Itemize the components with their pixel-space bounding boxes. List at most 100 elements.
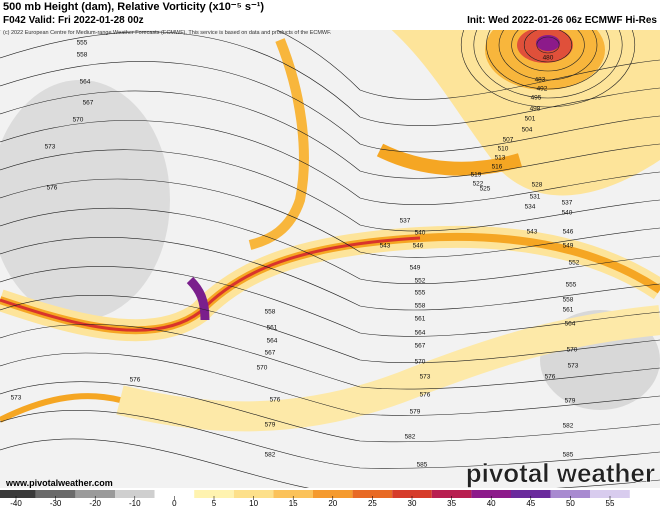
contour-label: 567 bbox=[83, 100, 94, 107]
colorbar-segment bbox=[75, 490, 115, 498]
contour-label: 543 bbox=[527, 229, 538, 236]
contour-label: 573 bbox=[568, 363, 579, 370]
colorbar-tick-label: 10 bbox=[249, 499, 258, 508]
colorbar-segment bbox=[471, 490, 511, 498]
contour-label: 576 bbox=[47, 185, 58, 192]
contour-label: 507 bbox=[503, 137, 514, 144]
contour-line bbox=[498, 30, 598, 81]
contour-label: 540 bbox=[562, 210, 573, 217]
contour-line bbox=[0, 178, 660, 258]
colorbar-tick-label: 55 bbox=[606, 499, 615, 508]
contour-label: 564 bbox=[267, 338, 278, 345]
colorbar-segment bbox=[590, 490, 630, 498]
contour-label: 552 bbox=[569, 260, 580, 267]
colorbar-segment bbox=[511, 490, 551, 498]
colorbar-tick-label: 15 bbox=[289, 499, 298, 508]
contour-line bbox=[0, 90, 660, 179]
contour-label: 561 bbox=[563, 307, 574, 314]
contour-label: 570 bbox=[73, 117, 84, 124]
colorbar: -40 -30 -20 -10 0 5 10 15 20 25 30 35 40 45 50 55 bbox=[0, 490, 630, 508]
contour-label: 549 bbox=[410, 265, 421, 272]
vorticity-shading bbox=[0, 30, 660, 432]
brand-logo: pivotal weather bbox=[466, 458, 655, 488]
contour-label: 582 bbox=[405, 434, 416, 441]
contour-label: 576 bbox=[545, 374, 556, 381]
contour-label: 480 bbox=[543, 55, 554, 62]
contour-line bbox=[0, 61, 660, 153]
contour-label: 546 bbox=[563, 229, 574, 236]
contour-line bbox=[0, 323, 660, 390]
contour-label: 513 bbox=[495, 155, 506, 162]
contour-label: 501 bbox=[525, 116, 536, 123]
contour-label: 558 bbox=[563, 297, 574, 304]
colorbar-tick-label: 40 bbox=[487, 499, 496, 508]
contour-label: 498 bbox=[530, 106, 541, 113]
contour-label: 546 bbox=[413, 243, 424, 250]
contour-label: 492 bbox=[537, 86, 548, 93]
contour-label: 564 bbox=[80, 79, 91, 86]
contour-label: 516 bbox=[492, 164, 503, 171]
colorbar-tick-label: -30 bbox=[50, 499, 62, 508]
height-contours bbox=[0, 30, 660, 488]
contour-label: 519 bbox=[471, 172, 482, 179]
contour-label: 537 bbox=[562, 200, 573, 207]
contour-label: 540 bbox=[415, 230, 426, 237]
colorbar-segment bbox=[154, 490, 195, 498]
contour-label: 567 bbox=[265, 350, 276, 357]
colorbar-segment bbox=[313, 490, 353, 498]
contour-label: 504 bbox=[522, 127, 533, 134]
contour-label: 483 bbox=[535, 77, 546, 84]
colorbar-segment bbox=[550, 490, 591, 498]
init-time: Init: Wed 2022-01-26 06z ECMWF Hi-Res bbox=[467, 15, 657, 26]
contour-label: 522 bbox=[473, 181, 484, 188]
contour-line bbox=[0, 295, 660, 363]
contour-label: 558 bbox=[415, 303, 426, 310]
contour-label: 537 bbox=[400, 218, 411, 225]
contour-label: 576 bbox=[270, 397, 281, 404]
contour-line bbox=[0, 409, 660, 469]
colorbar-segment bbox=[392, 490, 432, 498]
copyright: (c) 2022 European Centre for Medium-rang… bbox=[3, 30, 332, 36]
contour-label: 570 bbox=[567, 347, 578, 354]
contour-line bbox=[0, 438, 660, 488]
contour-label: 495 bbox=[531, 95, 542, 102]
contour-label: 561 bbox=[415, 316, 426, 323]
contour-label: 552 bbox=[415, 278, 426, 285]
contour-line bbox=[511, 30, 585, 72]
contour-label: 573 bbox=[420, 374, 431, 381]
contour-line bbox=[523, 30, 573, 63]
header-bar bbox=[0, 0, 660, 30]
contour-line bbox=[0, 149, 660, 232]
contour-label: 525 bbox=[480, 186, 491, 193]
contour-line bbox=[460, 30, 636, 108]
colorbar-segment bbox=[0, 490, 36, 498]
colorbar-tick-label: 5 bbox=[212, 499, 217, 508]
contour-label: 570 bbox=[257, 365, 268, 372]
contour-line bbox=[0, 381, 660, 443]
contour-label: 543 bbox=[380, 243, 391, 250]
contour-labels: 555 558 564 567 570 573 576 573 576 579 582 579 582 5… bbox=[11, 40, 580, 469]
contour-label: 564 bbox=[565, 321, 576, 328]
contour-line bbox=[473, 30, 623, 99]
contour-label: 585 bbox=[563, 452, 574, 459]
contour-line bbox=[536, 36, 560, 54]
contour-label: 549 bbox=[563, 243, 574, 250]
colorbar-tick-label: 50 bbox=[566, 499, 575, 508]
colorbar-tick-label: 0 bbox=[172, 499, 177, 508]
contour-label: 576 bbox=[420, 392, 431, 399]
colorbar-tick-label: 30 bbox=[408, 499, 417, 508]
contour-label: 573 bbox=[11, 395, 22, 402]
contour-label: 558 bbox=[265, 309, 276, 316]
contour-line bbox=[486, 30, 610, 90]
contour-label: 579 bbox=[410, 409, 421, 416]
contour-line bbox=[0, 266, 660, 337]
colorbar-segment bbox=[431, 490, 472, 498]
valid-time: F042 Valid: Fri 2022-01-28 00z bbox=[3, 15, 144, 26]
colorbar-segment bbox=[273, 490, 313, 498]
colorbar-tick-label: -40 bbox=[10, 499, 22, 508]
colorbar-tick-label: 45 bbox=[526, 499, 535, 508]
colorbar-segment bbox=[352, 490, 393, 498]
contour-line bbox=[0, 120, 660, 206]
contour-label: 579 bbox=[265, 422, 276, 429]
